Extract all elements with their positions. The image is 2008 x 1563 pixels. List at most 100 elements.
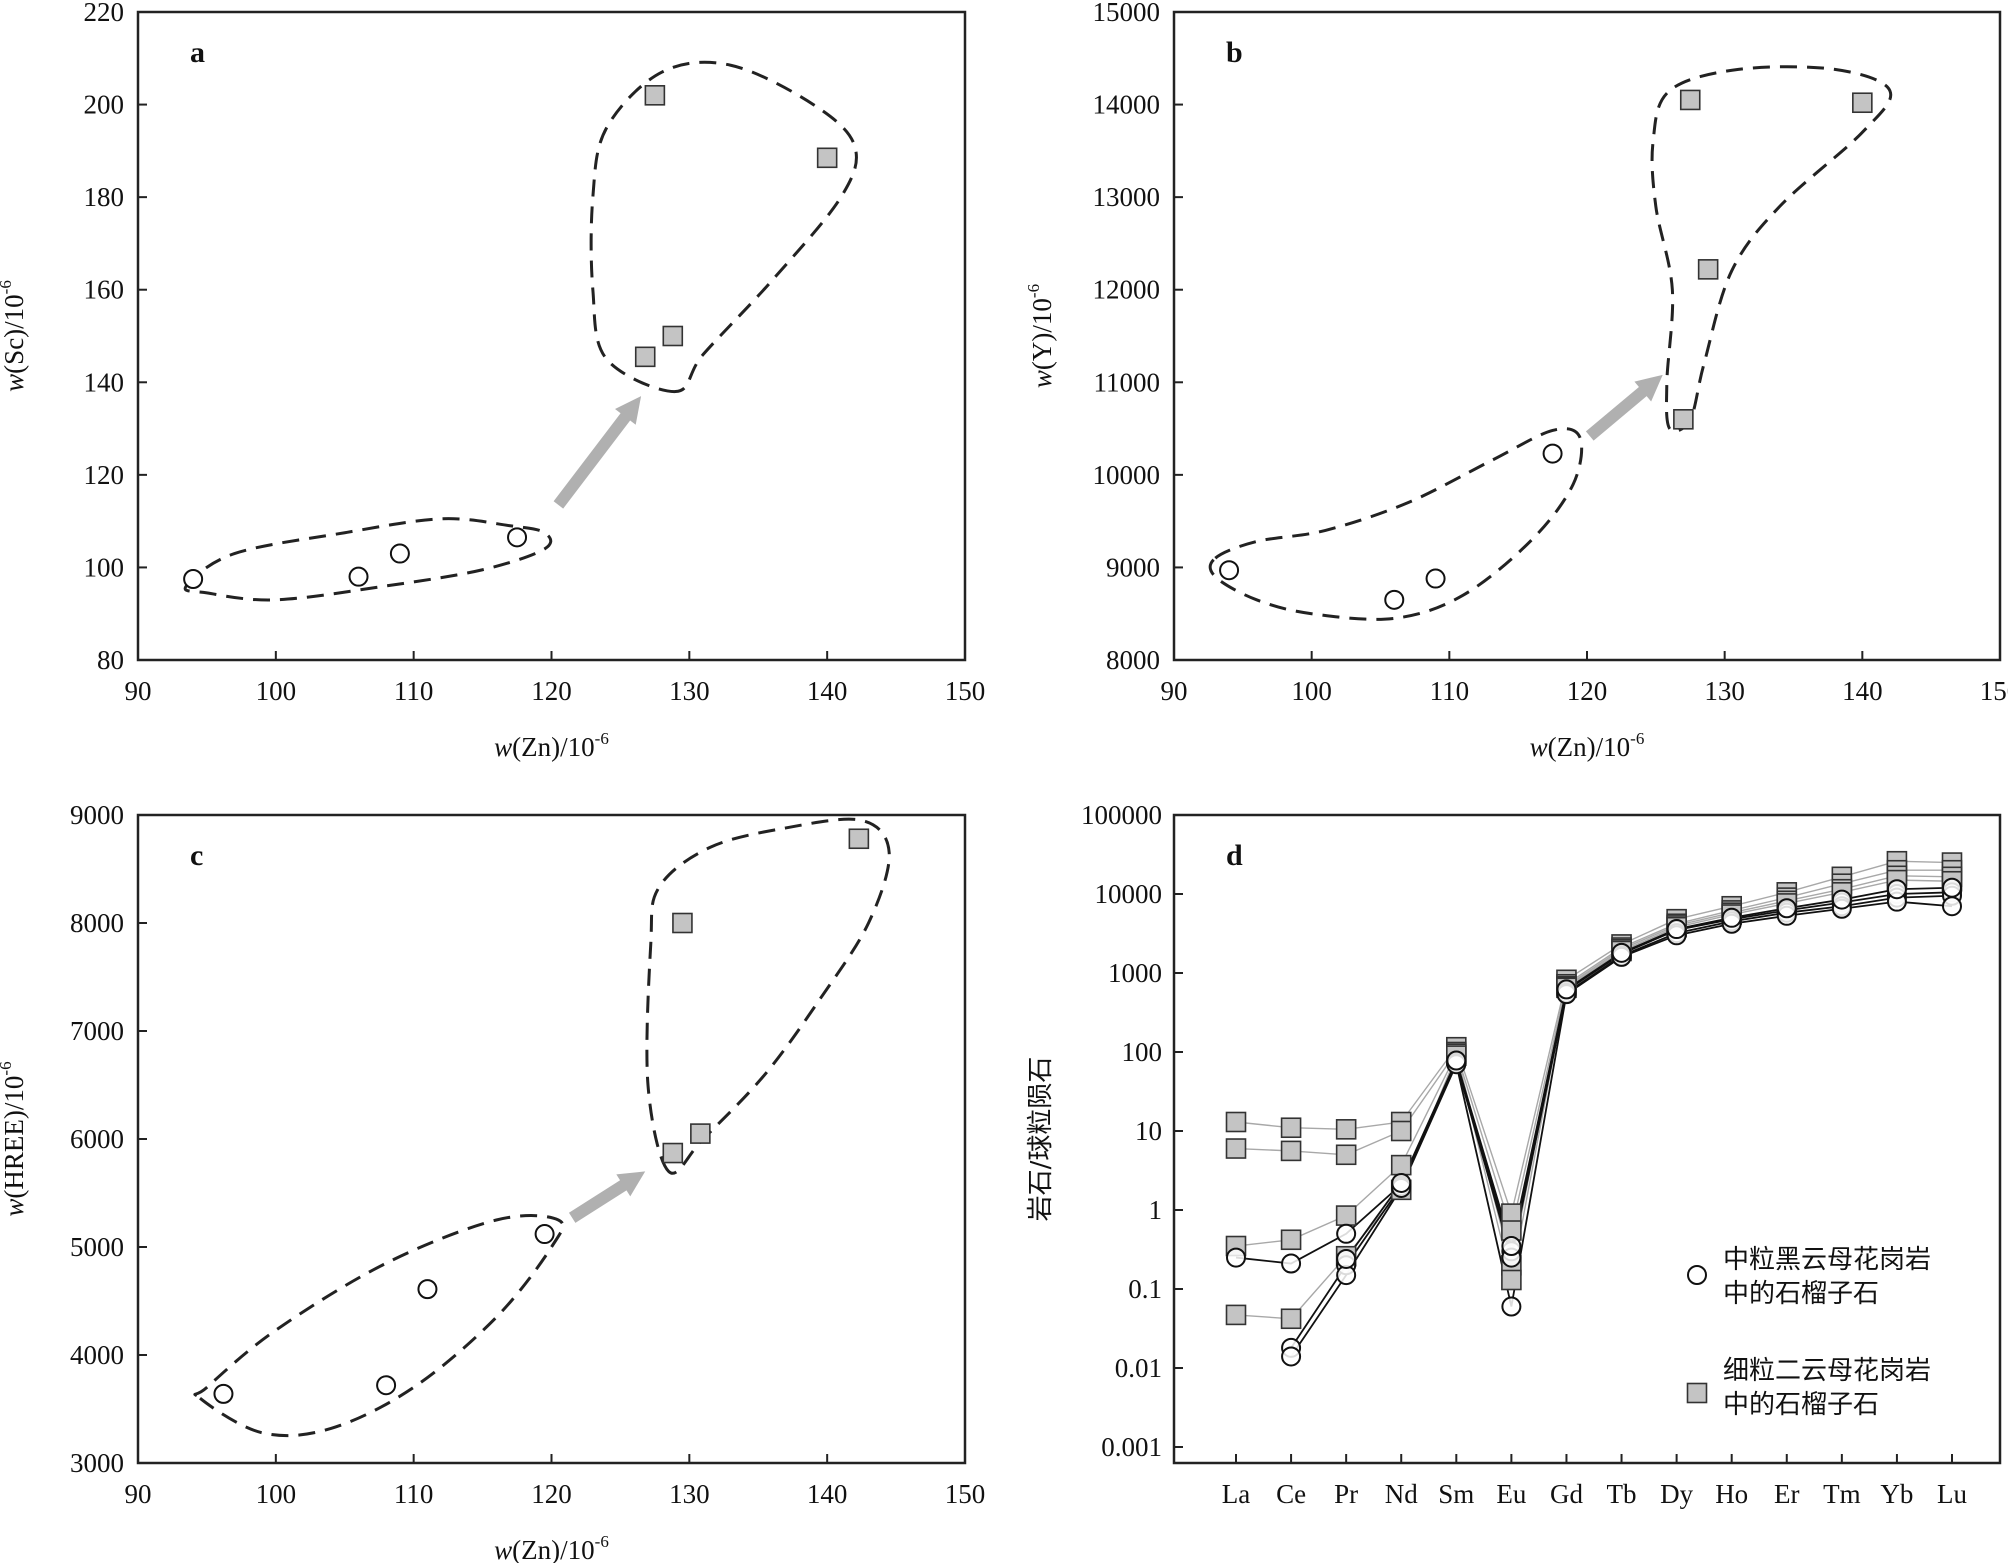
data-point-square [662,325,684,347]
y-tick-label: 14000 [1093,90,1161,120]
group-envelope [1650,65,1893,433]
trend-arrow [1585,374,1663,441]
x-tick-label: 90 [125,676,152,706]
data-point-square [634,346,656,368]
data-point-square [1335,1205,1357,1226]
plot-frame [1172,10,2002,662]
legend-label: 中的石榴子石 [1723,1279,1879,1309]
data-point-square [1697,259,1719,280]
data-point-circle [1501,1296,1522,1317]
data-point-circle [534,1224,555,1245]
x-tick-label: Sm [1438,1479,1474,1509]
y-tick-label: 100000 [1081,800,1162,830]
panel-c: 90 100 110 120 130 140 150 3000 4000 5000 6000 7000… [0,800,985,1563]
x-tick-label: 130 [669,676,710,706]
data-point-square [1852,92,1873,114]
x-tick-label: 140 [807,676,848,706]
x-tick-label: La [1222,1479,1250,1509]
y-tick-label: 3000 [70,1448,124,1478]
group-envelope [193,1214,565,1438]
group-envelope [183,517,553,602]
x-tick-label: Tm [1823,1479,1861,1509]
panel-b: 90 100 110 120 130 140 150 8000 9000 10000 11000 12… [1024,0,2008,762]
y-axis-title: w(HREE)/10-6 [0,1061,29,1216]
data-point-circle [1219,560,1240,581]
x-tick-label: Dy [1660,1479,1693,1509]
data-point-circle [183,569,204,589]
x-tick-label: 120 [531,676,572,706]
x-tick-label: Nd [1385,1479,1418,1509]
x-axis-title: w(Zn)/10-6 [494,729,609,762]
legend-label: 细粒二云母花岗岩 [1723,1356,1931,1386]
x-tick-label: 120 [531,1479,572,1509]
panel-letter: b [1226,36,1243,69]
x-tick-label: 100 [1291,676,1332,706]
x-tick-label: 120 [1567,676,1608,706]
y-tick-label: 7000 [70,1016,124,1046]
x-tick-label: 110 [1430,676,1470,706]
data-point-square [1280,1140,1302,1162]
data-point-circle [1721,907,1742,928]
group-envelope [645,817,891,1175]
group-envelope [1208,427,1584,621]
x-tick-label: Ho [1715,1479,1748,1509]
y-tick-label: 8000 [70,908,124,938]
group-envelope [589,60,858,394]
x-tick-label: Pr [1334,1479,1358,1509]
x-tick-label: 140 [1842,676,1883,706]
data-point-circle [1501,1236,1522,1257]
legend-label: 中的石榴子石 [1723,1390,1879,1420]
data-point-circle [1281,1253,1302,1274]
data-point-square [1501,1269,1522,1291]
data-point-circle [1336,1223,1357,1244]
x-tick-label: 140 [807,1479,848,1509]
data-point-square [1280,1117,1302,1139]
y-tick-label: 160 [84,275,125,305]
plot-frame [136,10,967,662]
data-point-circle [507,527,528,548]
data-point-circle [348,566,369,587]
plot-frame [136,813,967,1465]
panel-letter: c [190,839,203,872]
y-tick-label: 4000 [70,1340,124,1370]
data-point-square [1225,1304,1247,1326]
y-tick-label: 0.1 [1128,1274,1162,1304]
data-point-square [1225,1138,1247,1159]
x-axis-title: w(Zn)/10-6 [494,1532,609,1563]
y-tick-label: 1000 [1108,958,1162,988]
data-point-square [816,147,838,169]
data-point-circle [213,1383,234,1404]
data-point-square [644,85,666,106]
y-tick-label: 10000 [1095,879,1163,909]
x-tick-label: 130 [669,1479,710,1509]
y-tick-label: 0.01 [1115,1353,1162,1383]
y-tick-label: 10000 [1093,460,1161,490]
x-tick-label: 110 [394,1479,434,1509]
y-tick-label: 9000 [70,800,124,830]
x-tick-label: 150 [1980,676,2008,706]
x-tick-label: Ce [1276,1479,1306,1509]
data-point-square [1280,1229,1302,1251]
data-point-square [1335,1144,1357,1166]
y-axis-title: w(Y)/10-6 [1024,284,1057,388]
x-tick-label: 110 [394,676,434,706]
data-point-circle [1556,979,1577,1000]
y-tick-label: 220 [84,0,125,27]
x-tick-label: 100 [256,676,297,706]
y-tick-label: 100 [84,552,125,582]
y-tick-label: 140 [84,367,125,397]
y-tick-label: 11000 [1094,367,1161,397]
panel-d: 0.001 0.01 0.1 1 10 100 1000 10000 100000 La Ce Pr N… [1026,800,2002,1509]
panel-a: 90 100 110 120 130 140 150 80 100 120 140 160 180 200… [0,0,985,762]
data-point-square [848,828,870,850]
data-point-square [1225,1111,1247,1133]
panel-letter: a [190,36,205,69]
x-tick-label: Yb [1880,1479,1913,1509]
y-axis-title: w(Sc)/10-6 [0,280,29,392]
data-point-circle [1886,879,1907,900]
legend-square-icon [1686,1382,1708,1404]
data-point-square [1673,409,1694,430]
data-point-circle [1391,1172,1412,1193]
